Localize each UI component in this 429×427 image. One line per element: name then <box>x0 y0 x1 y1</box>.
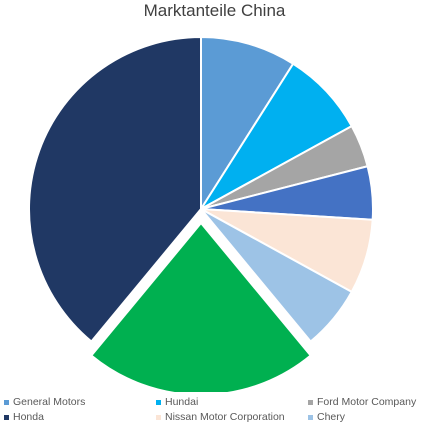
legend-label: Ford Motor Company <box>317 396 417 408</box>
chart-title: Marktanteile China <box>143 1 286 20</box>
legend-swatch <box>4 414 9 420</box>
pie-slices <box>28 35 374 392</box>
legend-label: Nissan Motor Corporation <box>165 411 285 423</box>
legend-item: Chery <box>308 411 345 423</box>
pie-slice-7 <box>28 35 202 343</box>
pie-chart <box>28 35 374 392</box>
legend-item: Ford Motor Company <box>308 396 416 408</box>
legend-label: Honda <box>13 411 44 423</box>
legend-item: General Motors <box>4 396 85 408</box>
pie-slice-0 <box>200 35 295 213</box>
legend-label: Hundai <box>165 396 199 408</box>
legend-label: General Motors <box>13 396 86 408</box>
legend-swatch <box>156 414 161 420</box>
legend-label: Chery <box>317 411 346 423</box>
legend-swatch <box>308 414 313 420</box>
legend-swatch <box>156 399 161 405</box>
legend-item: Honda <box>4 411 44 423</box>
pie-slice-6 <box>89 221 313 392</box>
pie-slice-5 <box>200 208 354 343</box>
legend-swatch <box>308 399 313 405</box>
legend-swatch <box>4 399 9 405</box>
legend-item: Nissan Motor Corporation <box>156 411 285 423</box>
legend-item: Hundai <box>156 396 198 408</box>
